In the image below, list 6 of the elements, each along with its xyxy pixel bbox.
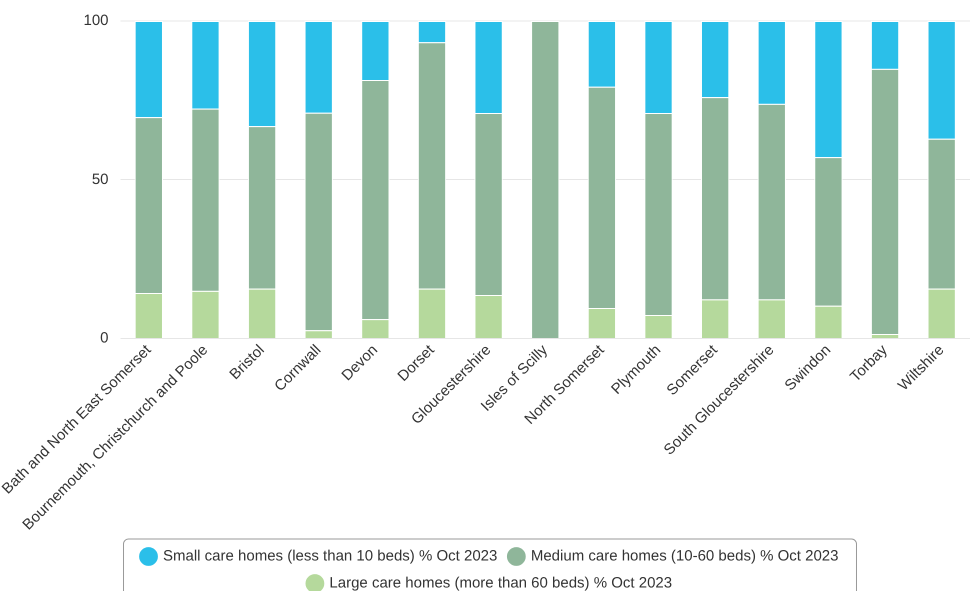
y-tick-label: 0 — [100, 330, 109, 347]
legend-label: Small care homes (less than 10 beds) % Oct 2023 — [163, 548, 498, 565]
y-tick-label: 50 — [92, 170, 109, 188]
y-tick-label: 100 — [83, 12, 109, 30]
legend-label: Medium care homes (10-60 beds) % Oct 2023 — [530, 548, 838, 565]
legend-label: Large care homes (more than 60 beds) % Oct 2023 — [329, 574, 672, 591]
